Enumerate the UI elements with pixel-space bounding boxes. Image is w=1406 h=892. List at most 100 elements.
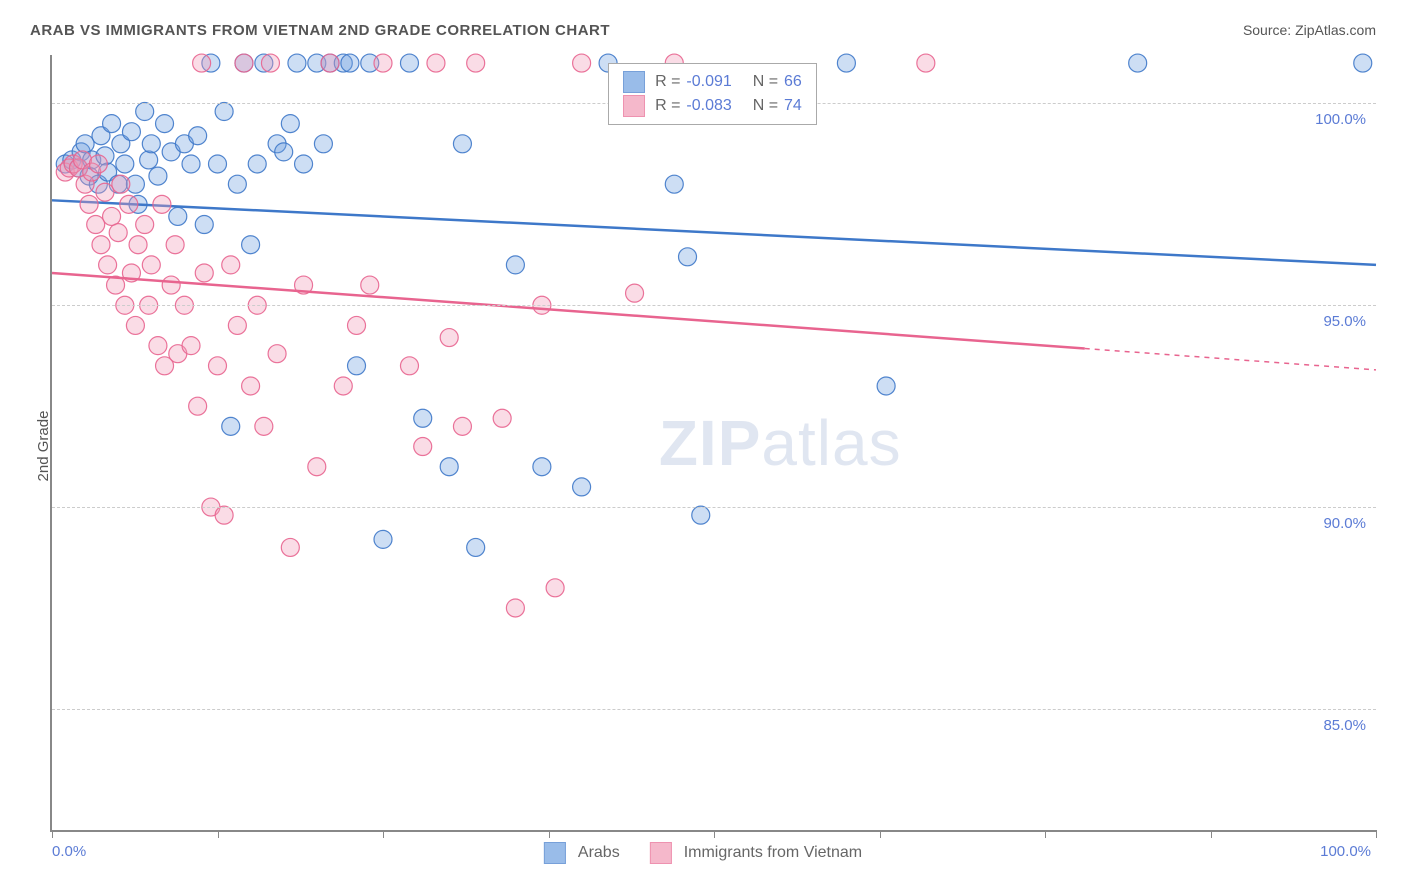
data-point bbox=[80, 195, 98, 213]
x-tick-label: 100.0% bbox=[1320, 843, 1371, 860]
data-point bbox=[182, 155, 200, 173]
scatter-plot-svg bbox=[52, 55, 1376, 830]
data-point bbox=[195, 264, 213, 282]
data-point bbox=[149, 167, 167, 185]
data-point bbox=[153, 195, 171, 213]
data-point bbox=[665, 175, 683, 193]
n-label: N = bbox=[753, 94, 778, 118]
data-point bbox=[189, 397, 207, 415]
data-point bbox=[1129, 54, 1147, 72]
data-point bbox=[573, 54, 591, 72]
data-point bbox=[182, 337, 200, 355]
data-point bbox=[533, 458, 551, 476]
swatch-icon bbox=[623, 71, 645, 93]
y-tick-label: 85.0% bbox=[1323, 717, 1366, 734]
y-tick-label: 95.0% bbox=[1323, 313, 1366, 330]
data-point bbox=[877, 377, 895, 395]
data-point bbox=[374, 54, 392, 72]
x-tick bbox=[1376, 830, 1377, 838]
r-label: R = bbox=[655, 70, 680, 94]
data-point bbox=[149, 337, 167, 355]
data-point bbox=[467, 54, 485, 72]
data-point bbox=[261, 54, 279, 72]
data-point bbox=[288, 54, 306, 72]
data-point bbox=[837, 54, 855, 72]
x-tick bbox=[1045, 830, 1046, 838]
data-point bbox=[189, 127, 207, 145]
x-tick bbox=[549, 830, 550, 838]
data-point bbox=[209, 155, 227, 173]
data-point bbox=[493, 409, 511, 427]
data-point bbox=[242, 236, 260, 254]
data-point bbox=[193, 54, 211, 72]
swatch-icon bbox=[544, 842, 566, 864]
legend-row: R = -0.091 N = 66 bbox=[623, 70, 802, 94]
x-tick bbox=[714, 830, 715, 838]
data-point bbox=[228, 175, 246, 193]
data-point bbox=[156, 115, 174, 133]
swatch-icon bbox=[623, 95, 645, 117]
data-point bbox=[275, 143, 293, 161]
data-point bbox=[215, 506, 233, 524]
n-value: 74 bbox=[784, 94, 802, 118]
data-point bbox=[99, 256, 117, 274]
data-point bbox=[400, 54, 418, 72]
data-point bbox=[281, 538, 299, 556]
data-point bbox=[109, 224, 127, 242]
data-point bbox=[215, 103, 233, 121]
x-tick bbox=[1211, 830, 1212, 838]
data-point bbox=[440, 329, 458, 347]
data-point bbox=[92, 236, 110, 254]
data-point bbox=[314, 135, 332, 153]
data-point bbox=[348, 316, 366, 334]
data-point bbox=[116, 155, 134, 173]
data-point bbox=[546, 579, 564, 597]
legend-item-vietnam: Immigrants from Vietnam bbox=[650, 842, 862, 864]
data-point bbox=[626, 284, 644, 302]
legend-item-arabs: Arabs bbox=[544, 842, 620, 864]
data-point bbox=[142, 135, 160, 153]
data-point bbox=[414, 438, 432, 456]
data-point bbox=[76, 135, 94, 153]
data-point bbox=[268, 345, 286, 363]
data-point bbox=[169, 207, 187, 225]
gridline bbox=[52, 305, 1376, 306]
data-point bbox=[87, 216, 105, 234]
data-point bbox=[242, 377, 260, 395]
data-point bbox=[112, 175, 130, 193]
data-point bbox=[136, 103, 154, 121]
gridline bbox=[52, 507, 1376, 508]
n-value: 66 bbox=[784, 70, 802, 94]
correlation-legend: R = -0.091 N = 66 R = -0.083 N = 74 bbox=[608, 63, 817, 125]
r-label: R = bbox=[655, 94, 680, 118]
trend-line bbox=[52, 200, 1376, 265]
data-point bbox=[162, 276, 180, 294]
data-point bbox=[295, 155, 313, 173]
data-point bbox=[348, 357, 366, 375]
data-point bbox=[222, 256, 240, 274]
chart-plot-area: ZIPatlas 85.0%90.0%95.0%100.0%0.0%100.0%… bbox=[50, 55, 1376, 832]
data-point bbox=[103, 207, 121, 225]
data-point bbox=[506, 599, 524, 617]
data-point bbox=[103, 115, 121, 133]
x-tick bbox=[383, 830, 384, 838]
data-point bbox=[334, 377, 352, 395]
data-point bbox=[414, 409, 432, 427]
chart-title: ARAB VS IMMIGRANTS FROM VIETNAM 2ND GRAD… bbox=[30, 22, 610, 39]
data-point bbox=[692, 506, 710, 524]
data-point bbox=[129, 236, 147, 254]
data-point bbox=[222, 417, 240, 435]
data-point bbox=[308, 458, 326, 476]
data-point bbox=[89, 155, 107, 173]
n-label: N = bbox=[753, 70, 778, 94]
data-point bbox=[361, 276, 379, 294]
y-tick-label: 100.0% bbox=[1315, 111, 1366, 128]
bottom-legend: Arabs Immigrants from Vietnam bbox=[544, 842, 862, 864]
data-point bbox=[1354, 54, 1372, 72]
data-point bbox=[679, 248, 697, 266]
trend-line bbox=[52, 273, 1085, 349]
data-point bbox=[467, 538, 485, 556]
data-point bbox=[136, 216, 154, 234]
data-point bbox=[400, 357, 418, 375]
data-point bbox=[453, 417, 471, 435]
